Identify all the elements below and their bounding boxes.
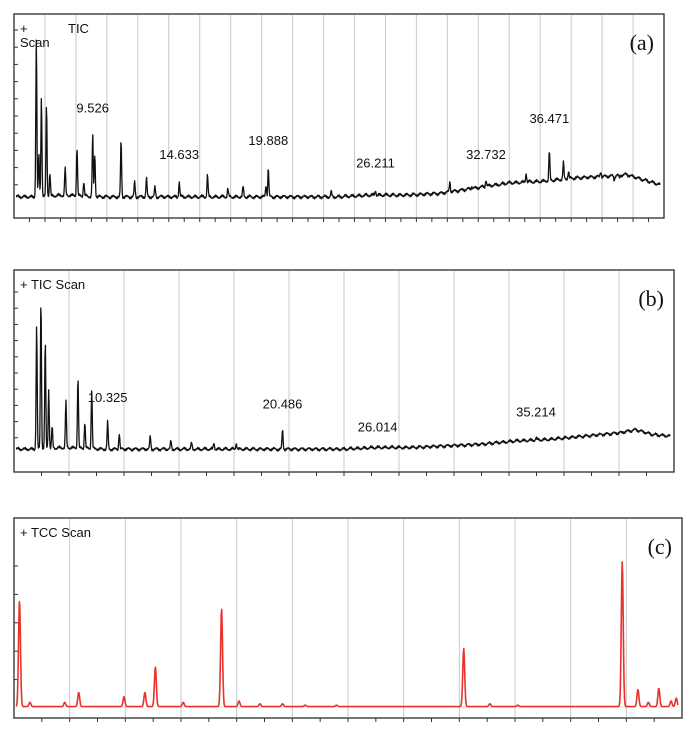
peak-label: 19.888 (248, 133, 288, 148)
panel-title: TIC (68, 21, 89, 36)
panel-letter: (b) (638, 286, 664, 311)
peak-label: 9.526 (76, 101, 109, 116)
peak-label: 32.732 (466, 147, 506, 162)
series-trace (15, 307, 671, 452)
chromatogram-panel-a: + Scan TIC (a) 9.526 14.633 19.888 26.211 32.732… (0, 0, 690, 240)
chromatogram-panel-c: + TCC Scan (c) (0, 510, 690, 734)
peak-label: 36.471 (529, 111, 569, 126)
peak-label: 20.486 (263, 397, 303, 412)
series-trace (15, 39, 661, 200)
panel-title-prefix: + Scan (20, 21, 50, 50)
peak-label: 10.325 (88, 390, 128, 405)
panel-letter: (a) (630, 30, 654, 55)
panel-title: + TIC Scan (20, 277, 85, 292)
chromatogram-panel-b: + TIC Scan (b) 10.325 20.486 26.014 35.214 (0, 262, 690, 482)
chromatogram-b-svg: + TIC Scan (b) 10.325 20.486 26.014 35.214 (13, 269, 675, 476)
panel-letter: (c) (648, 534, 672, 559)
peak-label: 14.633 (159, 147, 199, 162)
chromatogram-c-svg: + TCC Scan (c) (13, 517, 683, 722)
series-trace (15, 561, 679, 708)
peak-label: 26.211 (356, 156, 395, 171)
peak-label: 35.214 (516, 405, 556, 420)
chromatogram-a-svg: + Scan TIC (a) 9.526 14.633 19.888 26.211 32.732… (13, 13, 665, 222)
panel-title: + TCC Scan (20, 525, 91, 540)
peak-label: 26.014 (358, 419, 398, 434)
